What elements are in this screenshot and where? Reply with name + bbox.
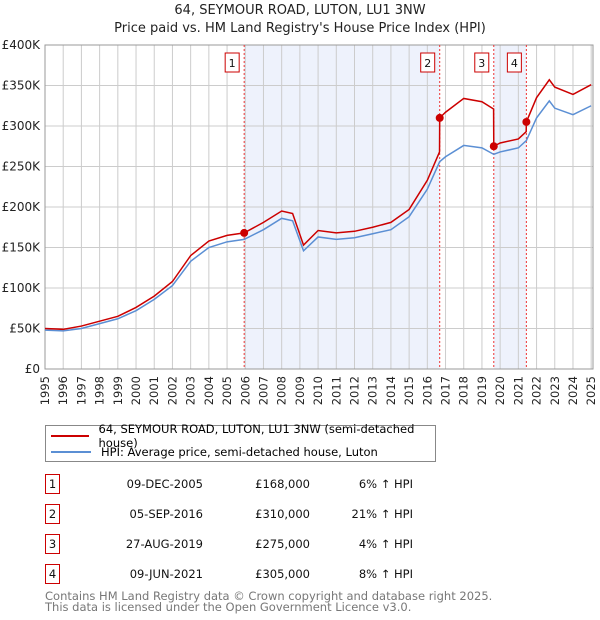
x-tick-label: 2014 [384, 376, 398, 405]
x-tick-label: 2021 [511, 376, 525, 405]
sale-marker-box [506, 52, 522, 73]
footer-copyright: Contains HM Land Registry data © Crown c… [45, 589, 493, 603]
x-tick-label: 1999 [111, 376, 125, 405]
legend-item-property: 64, SEYMOUR ROAD, LUTON, LU1 3NW (semi-d… [51, 422, 435, 450]
x-tick-label: 2025 [584, 376, 598, 405]
sale-marker-label: 3 [478, 57, 485, 70]
sale-date: 27-AUG-2019 [125, 537, 203, 551]
y-tick-label: £100K [2, 281, 42, 295]
sale-row: 1 09-DEC-2005 £168,000 6% ↑ HPI [45, 474, 465, 494]
x-tick-label: 2010 [311, 376, 325, 405]
x-tick-label: 1997 [74, 376, 88, 405]
sale-price: £275,000 [255, 537, 310, 551]
sale-price: £305,000 [255, 567, 310, 581]
sale-hpi-diff: 4% ↑ HPI [358, 537, 413, 551]
x-tick-label: 2009 [293, 376, 307, 405]
sale-row: 3 27-AUG-2019 £275,000 4% ↑ HPI [45, 534, 465, 554]
sale-hpi-diff: 6% ↑ HPI [358, 477, 413, 491]
x-tick-label: 2024 [566, 376, 580, 405]
x-tick-label: 2005 [220, 376, 234, 405]
sale-row: 4 09-JUN-2021 £305,000 8% ↑ HPI [45, 564, 465, 584]
sale-date: 05-SEP-2016 [129, 507, 203, 521]
chart-title: 64, SEYMOUR ROAD, LUTON, LU1 3NW [174, 3, 426, 18]
sale-point [522, 117, 531, 126]
y-tick-label: £350K [2, 79, 42, 93]
x-tick-label: 2018 [457, 376, 471, 405]
x-tick-label: 2004 [202, 376, 216, 405]
x-tick-label: 2000 [129, 376, 143, 405]
x-tick-label: 2007 [256, 376, 270, 405]
sale-point [489, 142, 498, 151]
sale-number-box: 4 [45, 564, 60, 584]
x-tick-label: 2020 [493, 376, 507, 405]
sale-marker-label: 4 [511, 57, 518, 70]
y-tick-label: £150K [2, 241, 42, 255]
x-tick-label: 2012 [348, 376, 362, 405]
legend-label: 64, SEYMOUR ROAD, LUTON, LU1 3NW (semi-d… [98, 422, 415, 450]
sale-marker-label: 2 [424, 57, 431, 70]
legend-item-hpi: HPI: Average price, semi-detached house,… [51, 444, 378, 460]
sale-row: 2 05-SEP-2016 £310,000 21% ↑ HPI [45, 504, 465, 524]
plot-area: 1995 1996 1997 1998 1999 2000 2001 2002 2003 2004… [2, 38, 599, 405]
y-tick-label: £400K [2, 38, 42, 52]
x-tick-label: 2011 [329, 376, 343, 405]
x-tick-label: 2016 [420, 376, 434, 405]
sale-marker-box [224, 52, 240, 73]
sale-number-box: 3 [45, 534, 60, 554]
x-tick-label: 2023 [548, 376, 562, 405]
series-line [44, 99, 592, 332]
sale-hpi-diff: 21% ↑ HPI [351, 507, 413, 521]
sale-marker-box [420, 52, 436, 73]
sale-hpi-diff: 8% ↑ HPI [358, 567, 413, 581]
y-tick-label: £300K [2, 119, 42, 133]
x-tick-label: 2019 [475, 376, 489, 405]
sale-price: £310,000 [255, 507, 310, 521]
x-tick-label: 2001 [147, 376, 161, 405]
y-tick-label: £250K [2, 160, 42, 174]
x-tick-label: 1995 [38, 376, 52, 405]
sale-price: £168,000 [255, 477, 310, 491]
chart-subtitle: Price paid vs. HM Land Registry's House … [114, 21, 486, 36]
x-tick-label: 2017 [439, 376, 453, 405]
footer-licence: This data is licensed under the Open Gov… [45, 600, 412, 614]
legend: 64, SEYMOUR ROAD, LUTON, LU1 3NW (semi-d… [45, 422, 436, 462]
y-tick-label: £200K [2, 200, 42, 214]
x-tick-label: 1996 [56, 376, 70, 405]
y-tick-label: £50K [9, 322, 41, 336]
sale-date: 09-JUN-2021 [129, 567, 203, 581]
sale-number-box: 2 [45, 504, 60, 524]
x-tick-label: 2002 [165, 376, 179, 405]
x-tick-label: 2006 [238, 376, 252, 405]
sale-date: 09-DEC-2005 [126, 477, 203, 491]
sale-point [240, 228, 249, 237]
legend-label: HPI: Average price, semi-detached house,… [101, 445, 378, 459]
x-tick-label: 2013 [366, 376, 380, 405]
x-tick-label: 2015 [402, 376, 416, 405]
x-tick-label: 2022 [530, 376, 544, 405]
plot-border [44, 44, 594, 370]
sale-point [435, 113, 444, 122]
x-tick-label: 2008 [275, 376, 289, 405]
series-line [44, 78, 592, 331]
x-tick-label: 2003 [184, 376, 198, 405]
y-tick-label: £0 [25, 362, 40, 376]
sale-marker-label: 1 [229, 57, 236, 70]
sale-marker-box [474, 52, 490, 73]
sale-number-box: 1 [45, 474, 60, 494]
x-tick-label: 1998 [93, 376, 107, 405]
